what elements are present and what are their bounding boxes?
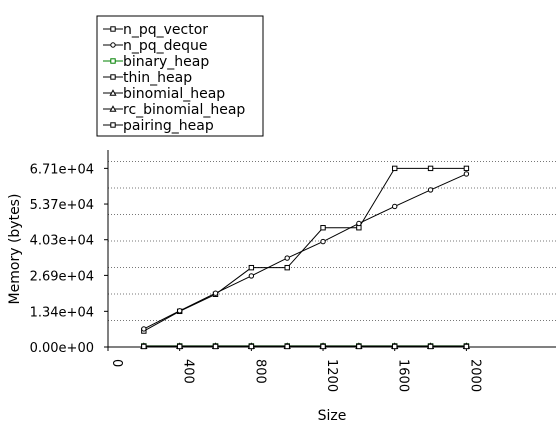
data-point-n_pq_deque-0 xyxy=(141,326,147,332)
data-point-n_pq_deque-6 xyxy=(356,220,362,227)
data-point-pairing_heap-9 xyxy=(463,343,470,350)
data-point-n_pq_deque-2 xyxy=(212,290,219,296)
data-point-n_pq_vector-5 xyxy=(320,225,326,231)
data-point-pairing_heap-7 xyxy=(392,343,398,350)
data-point-n_pq_deque-3 xyxy=(248,273,255,279)
legend-label-3: thin_heap xyxy=(123,70,192,86)
data-point-n_pq_vector-3 xyxy=(248,264,255,271)
legend-entry-binomial_heap: binomial_heap xyxy=(103,86,225,102)
y-tick-label-5: 6.71e+04 xyxy=(30,162,94,177)
data-point-n_pq_vector-4 xyxy=(284,264,290,271)
legend-box xyxy=(96,15,264,137)
legend-marker-4 xyxy=(109,89,117,96)
data-point-n_pq_deque-9 xyxy=(463,171,470,177)
x-tick-label-5: 2000 xyxy=(467,359,482,392)
data-point-n_pq_deque-7 xyxy=(392,203,398,210)
data-point-pairing_heap-4 xyxy=(284,343,290,350)
legend-entry-binary_heap: binary_heap xyxy=(103,54,209,70)
series-rc_binomial_heap xyxy=(140,342,470,349)
legend-entry-thin_heap: thin_heap xyxy=(103,70,192,86)
data-point-n_pq_vector-8 xyxy=(427,165,434,172)
series-group xyxy=(140,165,470,350)
legend-entry-n_pq_vector: n_pq_vector xyxy=(103,22,208,38)
legend-label-6: pairing_heap xyxy=(123,118,214,134)
x-tick-label-0: 0 xyxy=(109,359,124,367)
legend-marker-2 xyxy=(110,58,116,64)
legend-entry-n_pq_deque: n_pq_deque xyxy=(103,38,208,54)
data-point-n_pq_vector-7 xyxy=(392,165,398,172)
grid-lines xyxy=(108,161,556,321)
y-tick-label-2: 2.69e+04 xyxy=(30,269,94,284)
legend: n_pq_vectorn_pq_dequebinary_heapthin_hea… xyxy=(96,15,264,137)
data-point-n_pq_vector-9 xyxy=(463,165,470,172)
legend-label-2: binary_heap xyxy=(123,54,209,70)
data-point-pairing_heap-2 xyxy=(212,343,219,350)
x-tick-label-3: 1200 xyxy=(324,359,339,392)
data-point-pairing_heap-3 xyxy=(248,343,255,350)
data-point-n_pq_deque-4 xyxy=(284,255,290,261)
series-line-n_pq_deque xyxy=(143,173,467,330)
y-tick-label-0: 0.00e+00 xyxy=(30,341,94,356)
series-line-n_pq_vector xyxy=(143,167,467,332)
series-n_pq_deque xyxy=(141,171,470,332)
y-axis-label: Memory (bytes) xyxy=(7,194,23,305)
data-point-n_pq_vector-6 xyxy=(356,225,362,231)
legend-marker-1 xyxy=(110,42,116,48)
data-point-n_pq_deque-8 xyxy=(427,187,434,193)
data-point-pairing_heap-5 xyxy=(320,343,326,350)
axes: 0.00e+00 1.34e+04 2.69e+04 4.03e+04 5.37e+04… xyxy=(30,150,556,392)
legend-label-4: binomial_heap xyxy=(123,86,225,102)
series-pairing_heap xyxy=(141,343,470,350)
legend-marker-5 xyxy=(109,105,117,112)
x-tick-label-2: 800 xyxy=(252,359,267,384)
data-point-n_pq_deque-5 xyxy=(320,238,326,245)
legend-marker-0 xyxy=(110,26,116,32)
legend-entry-rc_binomial_heap: rc_binomial_heap xyxy=(103,102,245,118)
legend-entry-pairing_heap: pairing_heap xyxy=(103,118,214,134)
y-tick-label-3: 4.03e+04 xyxy=(30,234,94,249)
y-tick-label-4: 5.37e+04 xyxy=(30,198,94,213)
data-point-pairing_heap-0 xyxy=(141,343,147,350)
data-point-pairing_heap-1 xyxy=(176,343,183,350)
x-axis-label: Size xyxy=(318,408,347,424)
data-point-pairing_heap-6 xyxy=(356,343,362,350)
x-tick-label-4: 1600 xyxy=(396,359,411,392)
legend-label-0: n_pq_vector xyxy=(123,22,208,38)
data-point-n_pq_deque-1 xyxy=(176,308,183,314)
y-tick-label-1: 1.34e+04 xyxy=(30,305,94,320)
legend-label-5: rc_binomial_heap xyxy=(123,102,245,118)
legend-marker-3 xyxy=(110,74,116,80)
x-tick-label-1: 400 xyxy=(181,359,196,384)
data-point-pairing_heap-8 xyxy=(427,343,434,350)
legend-label-1: n_pq_deque xyxy=(123,38,208,54)
legend-marker-6 xyxy=(110,122,116,128)
